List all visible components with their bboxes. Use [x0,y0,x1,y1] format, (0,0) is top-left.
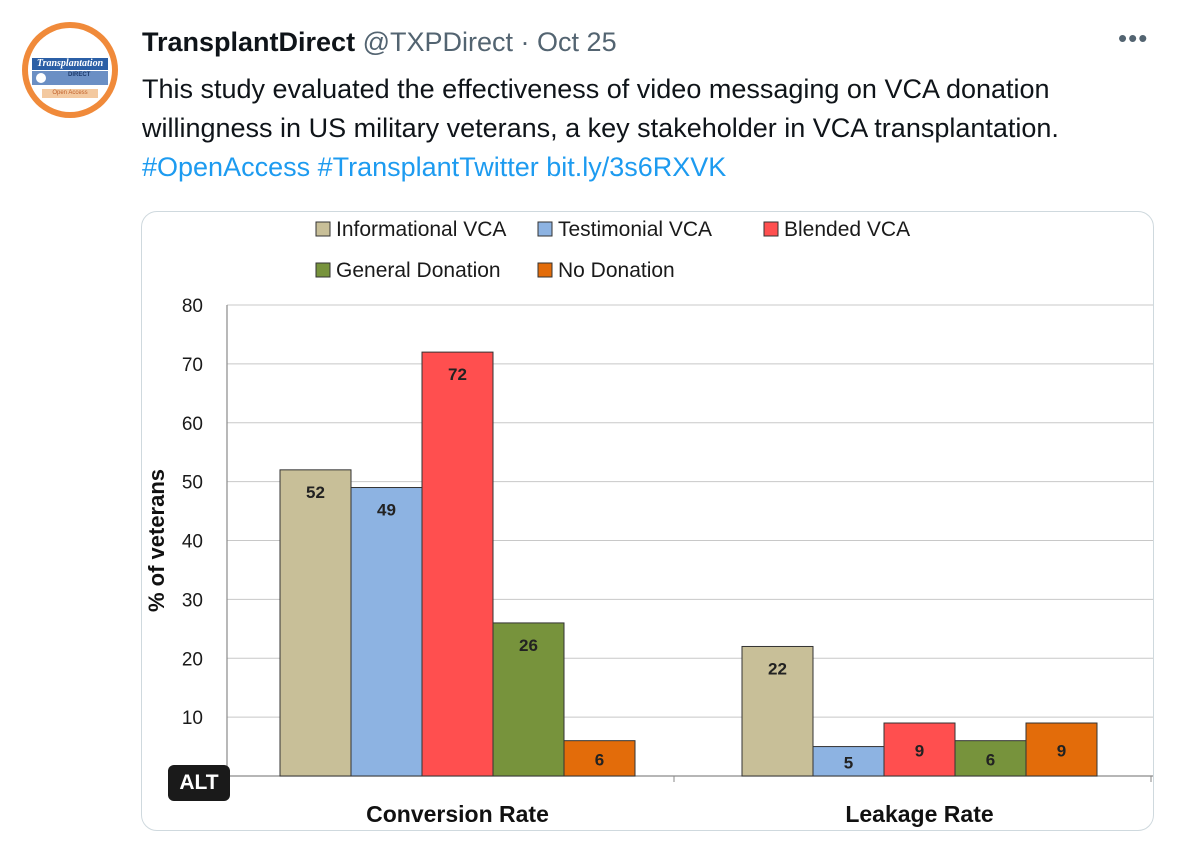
legend-label: Testimonial VCA [558,218,712,241]
avatar-logo: Transplantation DIRECT Open Access [28,28,112,112]
bar [421,351,494,777]
legend-swatch [315,221,331,237]
y-tick-label: 10 [182,708,203,729]
legend-label: No Donation [558,259,675,282]
tweet-media-card[interactable]: 01020304050607080% of veterans524972266C… [141,211,1154,831]
y-tick-label: 30 [182,590,203,611]
y-tick-label: 80 [182,296,203,317]
data-label: 9 [1057,742,1066,761]
data-label: 6 [595,750,604,769]
avatar-logo-dot [36,73,46,83]
tweet-date[interactable]: Oct 25 [537,27,617,57]
legend-label: Informational VCA [336,218,506,241]
avatar-logo-tag: Open Access [42,89,98,98]
y-tick-label: 60 [182,414,203,435]
avatar-logo-band [32,71,108,85]
more-options-icon[interactable]: ••• [1118,23,1149,53]
legend-swatch [315,262,331,278]
tweet-header: TransplantDirect @TXPDirect · Oct 25 [142,26,617,58]
author-avatar[interactable]: Transplantation DIRECT Open Access [22,22,118,118]
bar [279,469,352,777]
bar [492,622,565,777]
avatar-logo-title: Transplantation [32,58,108,70]
hashtag-transplanttwitter[interactable]: #TransplantTwitter [317,152,539,182]
author-name[interactable]: TransplantDirect [142,27,356,57]
data-label: 5 [844,753,853,772]
legend-swatch [763,221,779,237]
bar [350,487,423,777]
bar [1025,722,1098,777]
data-label: 6 [986,750,995,769]
y-tick-label: 70 [182,355,203,376]
hashtag-openaccess[interactable]: #OpenAccess [142,152,311,182]
bar-chart: 01020304050607080% of veterans524972266C… [144,218,1153,827]
y-axis-title: % of veterans [144,469,169,612]
x-category-label: Leakage Rate [845,801,993,827]
data-label: 52 [306,483,325,502]
data-label: 49 [377,501,396,520]
data-label: 9 [915,742,924,761]
bar [954,740,1027,777]
data-label: 72 [448,365,467,384]
bar [563,740,636,777]
tweet-text: This study evaluated the effectiveness o… [142,70,1162,187]
alt-text-badge[interactable]: ALT [168,765,230,801]
y-tick-label: 20 [182,649,203,670]
bar [741,645,814,777]
author-handle[interactable]: @TXPDirect [362,27,514,57]
legend-swatch [537,221,553,237]
y-tick-label: 50 [182,473,203,494]
y-tick-label: 40 [182,532,203,553]
header-separator: · [520,27,530,57]
tweet-body: This study evaluated the effectiveness o… [142,74,1059,143]
data-label: 26 [519,636,538,655]
legend-label: Blended VCA [784,218,910,241]
data-label: 22 [768,659,787,678]
x-category-label: Conversion Rate [366,801,549,827]
article-link[interactable]: bit.ly/3s6RXVK [546,152,727,182]
avatar-logo-subtitle: DIRECT [68,72,91,78]
legend-swatch [537,262,553,278]
legend-label: General Donation [336,259,501,282]
